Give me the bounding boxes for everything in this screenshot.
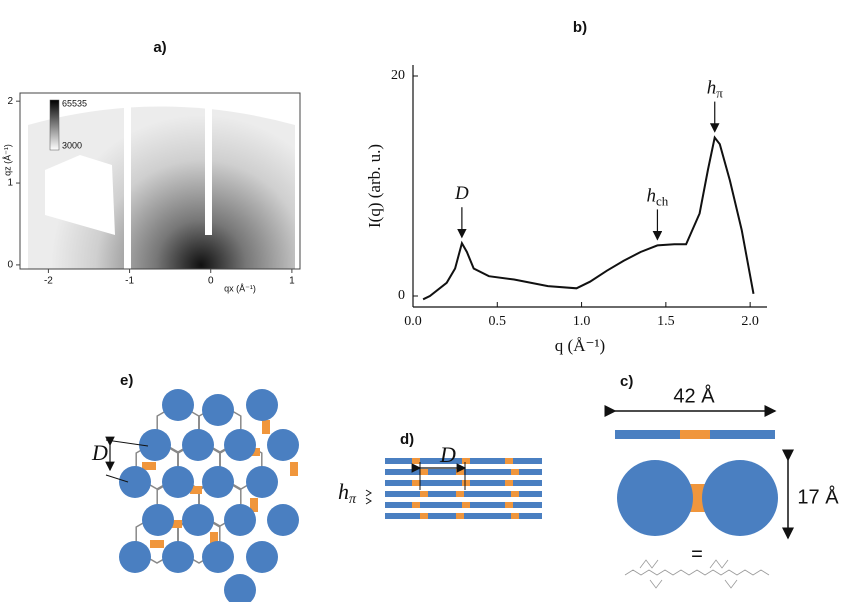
linker (456, 469, 464, 475)
disc (162, 541, 194, 573)
annotation: D (454, 184, 469, 205)
linker (262, 420, 270, 434)
linker (150, 540, 164, 548)
colorbar-label: 65535 (62, 98, 87, 108)
panel-title: a) (153, 39, 166, 56)
hexagonal-packing (105, 389, 299, 602)
disc (182, 429, 214, 461)
y-tick-label: 20 (391, 68, 405, 83)
x-tick-label: 1.0 (573, 314, 591, 329)
stack-label-sub: π (349, 492, 357, 507)
panel-label: e) (120, 372, 133, 389)
scattering-image (28, 99, 295, 269)
x-tick-label: 1.5 (657, 314, 675, 329)
x-tick-label: 0 (208, 276, 214, 287)
disc (202, 466, 234, 498)
linker (505, 502, 513, 508)
linker (505, 458, 513, 464)
linker (412, 458, 420, 464)
y-tick-label: 2 (7, 96, 13, 107)
linker (412, 480, 420, 486)
hexagon (219, 440, 263, 490)
disc (162, 389, 194, 421)
x-tick-label: 1 (289, 276, 295, 287)
panel-label: c) (620, 373, 633, 390)
annotation: hπ (707, 78, 724, 101)
annotation-text: D (454, 184, 469, 205)
disc (224, 504, 256, 536)
annotation-text: h (647, 186, 657, 207)
disc (119, 466, 151, 498)
linker (170, 520, 182, 528)
y-axis-label: I(q) (arb. u.) (365, 144, 384, 228)
disc (224, 429, 256, 461)
image-frame (19, 92, 301, 270)
disc (246, 541, 278, 573)
x-tick-label: -2 (44, 276, 53, 287)
disc (267, 504, 299, 536)
linker (462, 502, 470, 508)
spacing-label: D (439, 442, 456, 467)
pointer (105, 474, 129, 483)
annotation: hch (647, 186, 669, 209)
x-axis-label: qx (Å⁻¹) (224, 283, 256, 293)
panel-title: b) (573, 19, 587, 36)
x-tick-label: 0.5 (489, 314, 507, 329)
stack-label-main: h (338, 479, 349, 504)
linker (505, 480, 513, 486)
annotation-sub: ch (656, 193, 669, 208)
disc (202, 394, 234, 426)
x-tick-label: 2.0 (741, 314, 759, 329)
spacing-label: D (91, 440, 108, 465)
equals-sign: = (691, 543, 703, 565)
x-axis-label: q (Å⁻¹) (555, 336, 605, 355)
colorbar-label: 3000 (62, 140, 82, 150)
linker (190, 486, 202, 494)
linker (462, 458, 470, 464)
disc (202, 541, 234, 573)
annotation-sub: π (716, 86, 723, 101)
y-tick-label: 0 (7, 260, 13, 271)
linker (511, 491, 519, 497)
disc (142, 504, 174, 536)
width-label: 17 Å (797, 485, 839, 508)
linker (412, 502, 420, 508)
linker (290, 462, 298, 476)
linker (210, 532, 218, 544)
y-axis-label: qz (Å⁻¹) (2, 144, 12, 176)
disc (267, 429, 299, 461)
stack-label: hπ (338, 479, 357, 507)
annotation-text: h (707, 78, 717, 99)
disc (246, 466, 278, 498)
disc (182, 504, 214, 536)
y-tick-label: 1 (7, 178, 13, 189)
linker (420, 491, 428, 497)
disc (139, 429, 171, 461)
disc (162, 466, 194, 498)
panel-label: d) (400, 431, 414, 448)
linker (420, 469, 428, 475)
hexagon (198, 403, 242, 453)
linker (511, 513, 519, 519)
disc (119, 541, 151, 573)
y-tick-label: 0 (398, 288, 405, 303)
linker (511, 469, 519, 475)
x-tick-label: 0.0 (404, 314, 422, 329)
molecule-dimensions (604, 405, 794, 589)
linker (142, 462, 156, 470)
disc (246, 389, 278, 421)
linker (462, 480, 470, 486)
disc (224, 574, 256, 602)
x-tick-label: -1 (125, 276, 134, 287)
linker (250, 498, 258, 512)
intensity-curve (422, 135, 755, 301)
length-label: 42 Å (673, 384, 715, 407)
linker (456, 491, 464, 497)
linker (420, 513, 428, 519)
stack-arrows (365, 489, 372, 505)
lamellar-stack (365, 458, 542, 519)
linker (456, 513, 464, 519)
